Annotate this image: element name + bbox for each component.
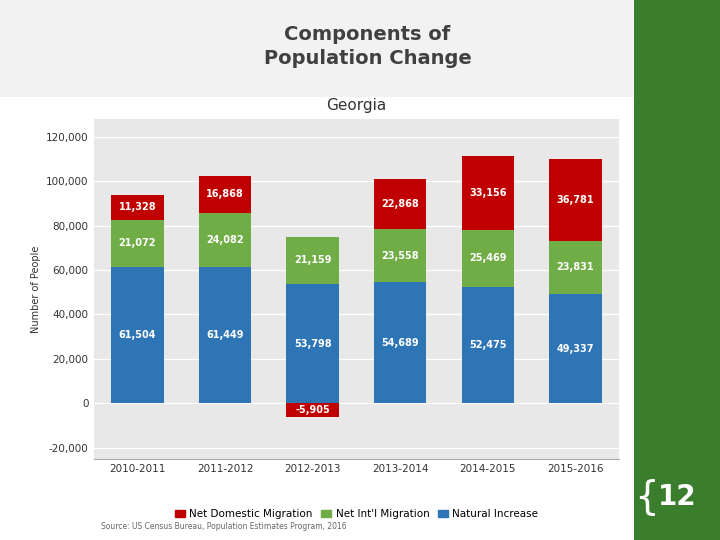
Text: Components of
Population Change: Components of Population Change — [264, 25, 472, 68]
Text: 12: 12 — [657, 483, 696, 511]
Text: 52,475: 52,475 — [469, 340, 507, 350]
Bar — [374, 179, 426, 230]
Text: Source: US Census Bureau, Population Estimates Program, 2016: Source: US Census Bureau, Population Est… — [101, 522, 346, 531]
Bar — [549, 241, 602, 294]
Bar — [374, 282, 426, 403]
Text: 53,798: 53,798 — [294, 339, 331, 349]
Text: {: { — [634, 478, 659, 516]
Text: -5,905: -5,905 — [295, 405, 330, 415]
Text: 49,337: 49,337 — [557, 343, 594, 354]
Text: 21,159: 21,159 — [294, 255, 331, 265]
Text: 33,156: 33,156 — [469, 188, 507, 198]
Bar — [111, 267, 163, 403]
Legend: Net Domestic Migration, Net Int'l Migration, Natural Increase: Net Domestic Migration, Net Int'l Migrat… — [171, 505, 542, 523]
Text: 21,072: 21,072 — [119, 238, 156, 248]
Bar — [199, 176, 251, 213]
Bar — [287, 284, 339, 403]
Text: 23,558: 23,558 — [382, 251, 419, 261]
Bar — [111, 194, 163, 220]
Bar — [549, 159, 602, 241]
Text: 61,504: 61,504 — [119, 330, 156, 340]
Text: 11,328: 11,328 — [119, 202, 156, 212]
Text: 25,469: 25,469 — [469, 253, 507, 264]
Text: 22,868: 22,868 — [382, 199, 419, 209]
Bar — [199, 267, 251, 403]
Bar — [199, 213, 251, 267]
Bar — [287, 403, 339, 416]
Bar — [287, 237, 339, 284]
Y-axis label: Number of People: Number of People — [30, 245, 40, 333]
Text: 24,082: 24,082 — [206, 235, 244, 245]
Text: 36,781: 36,781 — [557, 195, 594, 205]
Text: 23,831: 23,831 — [557, 262, 594, 272]
Text: 61,449: 61,449 — [206, 330, 244, 340]
Bar — [111, 220, 163, 267]
Bar — [462, 230, 514, 287]
Bar — [462, 157, 514, 230]
Bar — [549, 294, 602, 403]
Bar — [374, 230, 426, 282]
Title: Georgia: Georgia — [326, 98, 387, 113]
Bar — [462, 287, 514, 403]
Text: 54,689: 54,689 — [382, 338, 419, 348]
Text: 16,868: 16,868 — [206, 190, 244, 199]
